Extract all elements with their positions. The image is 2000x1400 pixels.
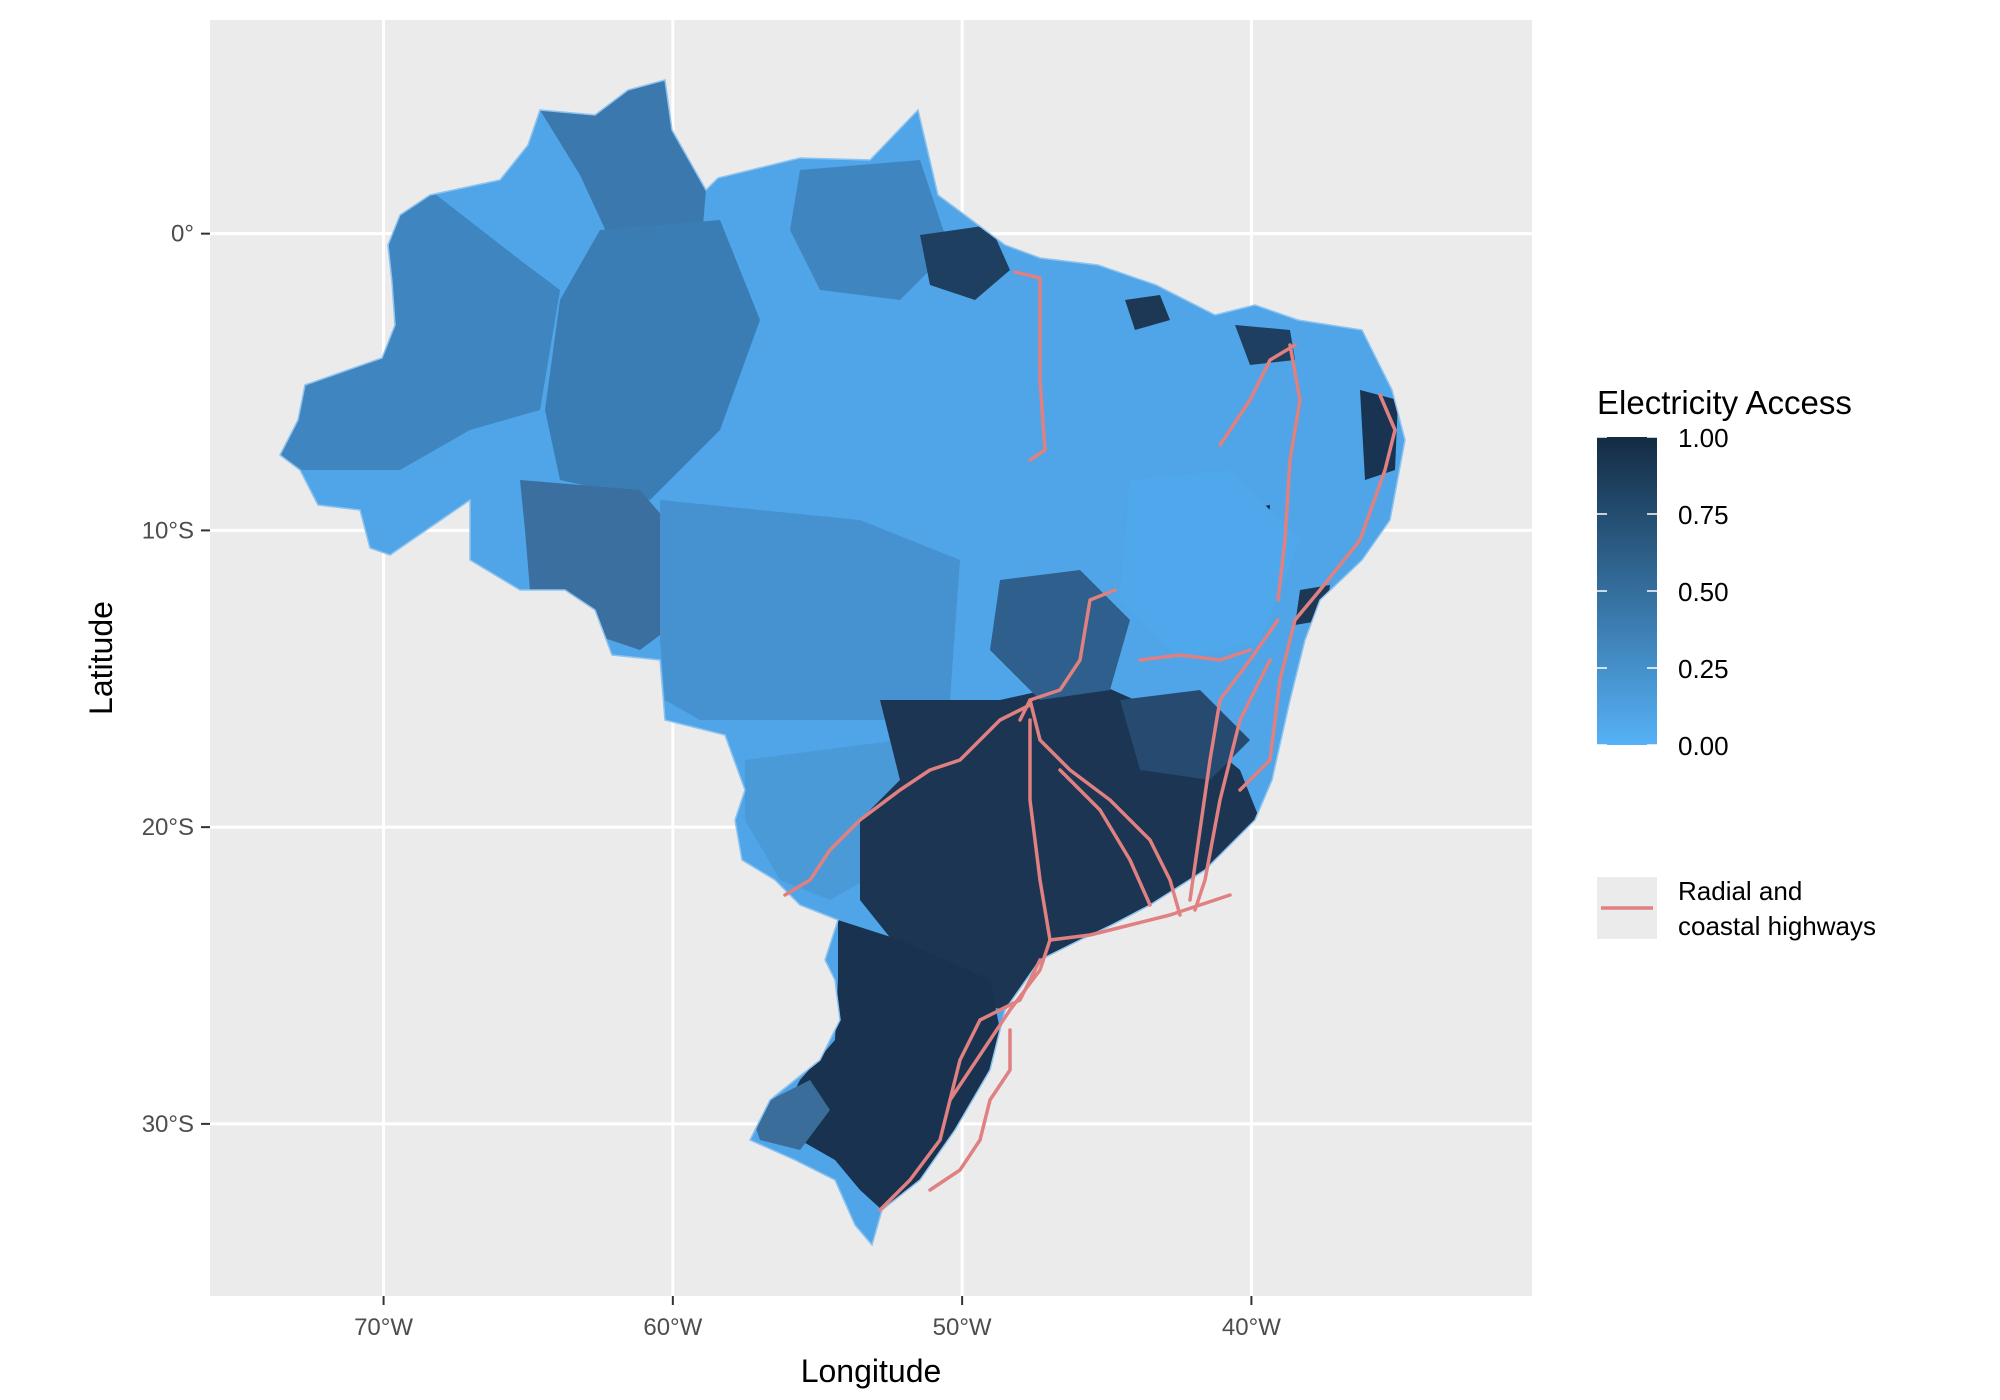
highway-mato-grosso-sp bbox=[783, 703, 1032, 897]
highway-coast-south bbox=[928, 1028, 1012, 1192]
fill-legend-title: Electricity Access bbox=[1597, 384, 1852, 421]
highway-sp-interior bbox=[1028, 718, 1052, 942]
highway-goias-mg bbox=[1028, 698, 1182, 917]
highway-brasilia-north bbox=[1018, 588, 1117, 722]
colorbar-label: 0.00 bbox=[1678, 731, 1729, 761]
x-axis: 70°W 60°W 50°W 40°W bbox=[354, 1296, 1281, 1341]
highway-south-interior bbox=[948, 958, 1042, 1102]
region-south-core bbox=[780, 920, 1000, 1210]
highways bbox=[783, 270, 1397, 1212]
y-tick-label: 20°S bbox=[142, 814, 194, 841]
region-amazonas-central bbox=[545, 220, 760, 500]
x-tick-label: 60°W bbox=[643, 1314, 702, 1341]
highway-sp-rj bbox=[1048, 893, 1232, 942]
x-tick-label: 70°W bbox=[354, 1314, 413, 1341]
highway-belem-brasilia bbox=[1013, 270, 1047, 462]
y-tick-label: 30°S bbox=[142, 1111, 194, 1138]
region-para-north bbox=[790, 160, 950, 300]
highway-bahia-mg bbox=[1188, 618, 1280, 902]
colorbar-label: 0.75 bbox=[1678, 500, 1729, 530]
colorbar-ticks bbox=[1597, 436, 1657, 746]
highway-bahia-east-west bbox=[1138, 648, 1252, 662]
region-belem bbox=[920, 225, 1010, 300]
highway-sp-north bbox=[1058, 768, 1152, 907]
colorbar-label: 0.50 bbox=[1678, 577, 1729, 607]
highway-coastal-ne bbox=[1238, 393, 1397, 792]
x-tick-label: 40°W bbox=[1222, 1314, 1281, 1341]
highway-fortaleza-south bbox=[1276, 343, 1302, 602]
brazil-border bbox=[279, 79, 1406, 1247]
y-axis-title: Latitude bbox=[83, 601, 119, 715]
region-mato-grosso bbox=[660, 500, 960, 720]
highway-bahia-rj bbox=[1193, 658, 1272, 912]
region-goias-mixed bbox=[990, 570, 1130, 700]
region-rio-grande-west bbox=[750, 1080, 830, 1150]
highway-legend-label: Radial and bbox=[1678, 876, 1802, 906]
colorbar-label: 0.25 bbox=[1678, 654, 1729, 684]
y-tick-label: 0° bbox=[171, 221, 194, 248]
y-tick-label: 10°S bbox=[142, 517, 194, 544]
region-sao-luis bbox=[1125, 295, 1170, 330]
highway-legend-label: coastal highways bbox=[1678, 911, 1876, 941]
highway-piaui bbox=[1218, 343, 1297, 447]
fill-legend: Electricity Access 1.00 0.75 0.50 0.25 0… bbox=[1597, 384, 1852, 761]
colorbar-label: 1.00 bbox=[1678, 423, 1729, 453]
x-tick-label: 50°W bbox=[933, 1314, 992, 1341]
region-roraima bbox=[540, 80, 706, 270]
brazil-choropleth bbox=[279, 79, 1406, 1247]
region-bahia-light bbox=[1120, 470, 1300, 660]
y-axis: 0° 10°S 20°S 30°S bbox=[142, 221, 210, 1138]
highway-legend: Radial and coastal highways bbox=[1597, 876, 1876, 941]
region-amazonas-west bbox=[280, 190, 560, 470]
x-axis-title: Longitude bbox=[801, 1353, 942, 1389]
